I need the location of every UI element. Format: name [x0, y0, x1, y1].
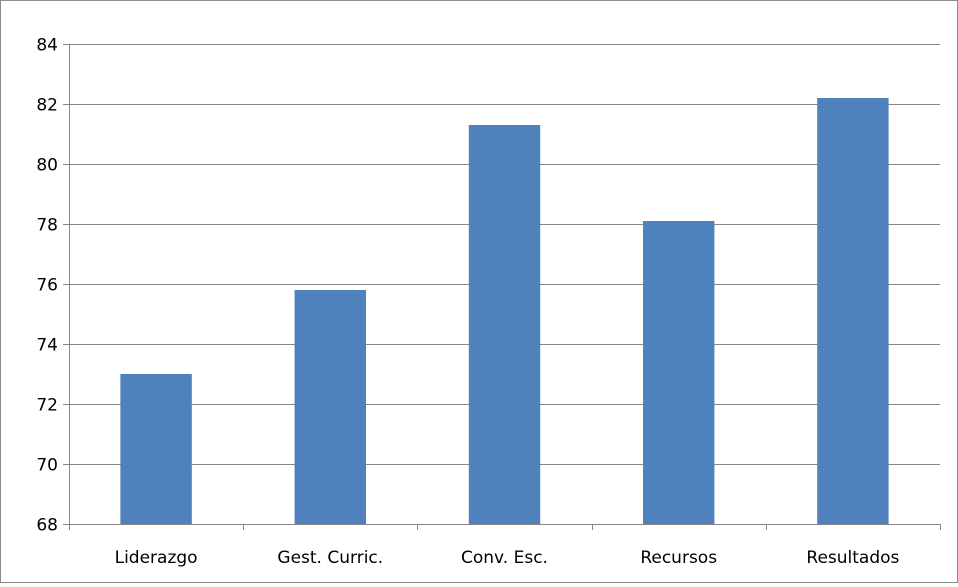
bar-gest-curric	[294, 290, 367, 524]
bar-conv-esc	[468, 125, 541, 524]
y-tick-label: 72	[36, 396, 58, 416]
y-tick-label: 78	[36, 216, 58, 236]
x-tick-label: Conv. Esc.	[461, 548, 548, 568]
bars	[120, 98, 889, 524]
axes	[63, 44, 941, 530]
x-tick-label: Recursos	[640, 548, 717, 568]
bar-resultados	[817, 98, 889, 524]
y-tick-label: 74	[36, 336, 58, 356]
y-tick-labels: 68 70 72 74 76 78 80 82 84	[36, 36, 58, 536]
y-tick-label: 76	[36, 276, 58, 296]
y-tick-label: 82	[36, 96, 58, 116]
y-tick-label: 84	[36, 36, 58, 56]
bar-recursos	[642, 221, 715, 524]
x-tick-label: Gest. Curric.	[277, 548, 383, 568]
y-tick-label: 80	[36, 156, 58, 176]
x-tick-label: Liderazgo	[115, 548, 198, 568]
x-tick-label: Resultados	[806, 548, 899, 568]
y-tick-label: 68	[36, 516, 58, 536]
y-tick-label: 70	[36, 456, 58, 476]
bar-liderazgo	[120, 374, 192, 524]
x-tick-labels: Liderazgo Gest. Curric. Conv. Esc. Recursos…	[115, 548, 900, 568]
